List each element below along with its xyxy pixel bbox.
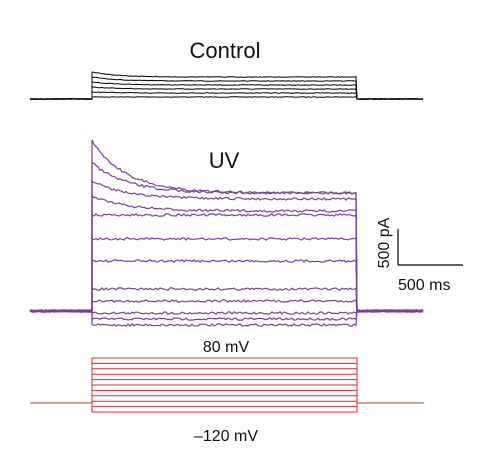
current-trace: [29, 236, 424, 313]
current-trace: [29, 81, 424, 100]
current-trace: [30, 91, 424, 100]
current-trace: [29, 76, 424, 100]
voltage-step: [91, 362, 358, 403]
scale-bar: 500 pA 500 ms: [376, 217, 463, 294]
time-scale-label: 500 ms: [398, 277, 450, 294]
uv-traces: [29, 139, 424, 327]
voltage-step: [91, 373, 358, 403]
voltage-step-protocol: [30, 357, 424, 413]
voltage-step: [91, 403, 358, 408]
step-max-label: 80 mV: [203, 339, 250, 356]
step-min-label: –120 mV: [194, 428, 258, 445]
voltage-step: [91, 384, 358, 403]
control-title: Control: [190, 38, 261, 63]
current-trace: [29, 139, 424, 313]
current-trace: [29, 212, 424, 313]
uv-title: UV: [209, 148, 240, 173]
voltage-step: [91, 403, 358, 413]
control-traces: [29, 71, 424, 100]
voltage-step: [91, 395, 358, 403]
voltage-step: [91, 379, 358, 403]
current-trace: [29, 259, 424, 313]
current-scale-label: 500 pA: [376, 217, 393, 268]
voltage-step: [91, 400, 358, 403]
current-trace: [29, 193, 424, 314]
current-trace: [29, 179, 424, 313]
current-trace: [29, 286, 424, 313]
current-trace: [29, 71, 424, 100]
